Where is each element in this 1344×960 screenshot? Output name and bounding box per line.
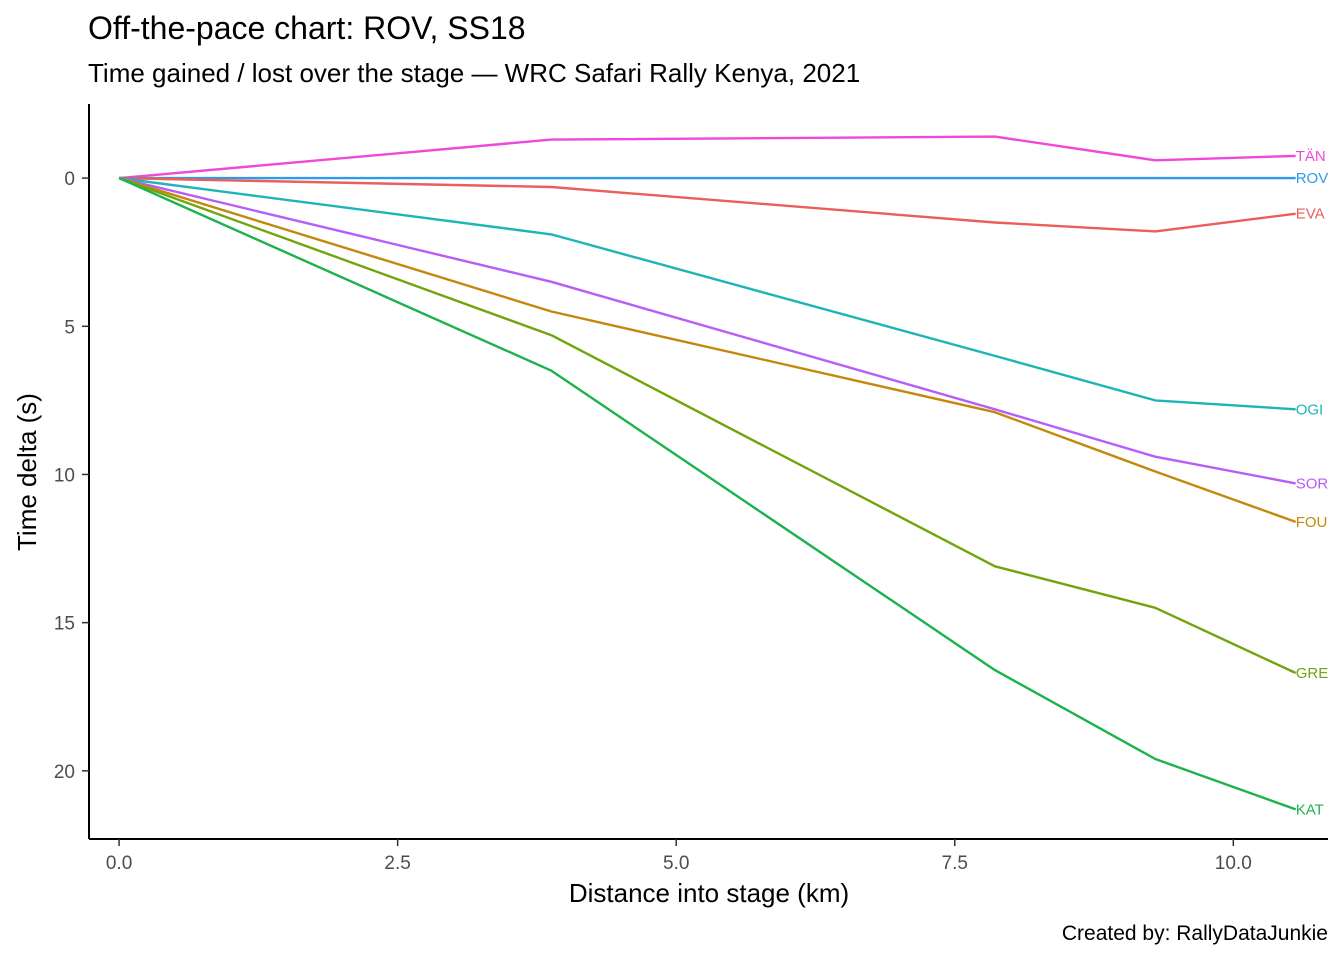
- series-label-eva: EVA: [1296, 206, 1325, 223]
- series-line-fou: [118, 176, 1297, 524]
- series-label-sor: SOR: [1296, 475, 1329, 492]
- x-tick-label: 0.0: [106, 853, 132, 874]
- series-line-ogi: [118, 176, 1296, 411]
- x-axis: 0.0 2.5 5.0 7.5 10.0: [89, 838, 1328, 874]
- y-axis: 0 5 10 15 20: [54, 104, 90, 839]
- chart-title: Off-the-pace chart: ROV, SS18: [88, 10, 526, 46]
- series-label-kat: KAT: [1296, 801, 1324, 818]
- x-tick-label: 10.0: [1215, 853, 1252, 874]
- series-line-sor: [118, 176, 1296, 485]
- series-line-tän: [118, 135, 1296, 180]
- series-line-kat: [118, 177, 1297, 811]
- series-label-ogi: OGI: [1296, 401, 1324, 418]
- series-label-rov: ROV: [1296, 170, 1329, 187]
- series-lines: [118, 135, 1297, 811]
- chart-subtitle: Time gained / lost over the stage — WRC …: [88, 58, 861, 88]
- series-label-tän: TÄN: [1296, 148, 1326, 165]
- y-tick-label: 20: [54, 762, 75, 783]
- x-axis-title: Distance into stage (km): [569, 878, 849, 908]
- y-tick-label: 5: [64, 317, 75, 338]
- y-tick-label: 0: [64, 169, 75, 190]
- series-line-eva: [119, 176, 1296, 233]
- y-tick-label: 10: [54, 465, 75, 486]
- series-label-fou: FOU: [1296, 514, 1328, 531]
- series-label-gre: GRE: [1296, 665, 1329, 682]
- y-axis-title: Time delta (s): [12, 393, 42, 551]
- x-tick-label: 2.5: [384, 853, 410, 874]
- x-tick-label: 7.5: [942, 853, 968, 874]
- y-tick-label: 15: [54, 614, 75, 635]
- chart-caption: Created by: RallyDataJunkie: [1061, 922, 1328, 945]
- series-line-gre: [118, 176, 1297, 675]
- series-labels: TÄN ROV EVA OGI SOR FOU GRE KAT: [1296, 148, 1329, 818]
- x-tick-label: 5.0: [663, 853, 689, 874]
